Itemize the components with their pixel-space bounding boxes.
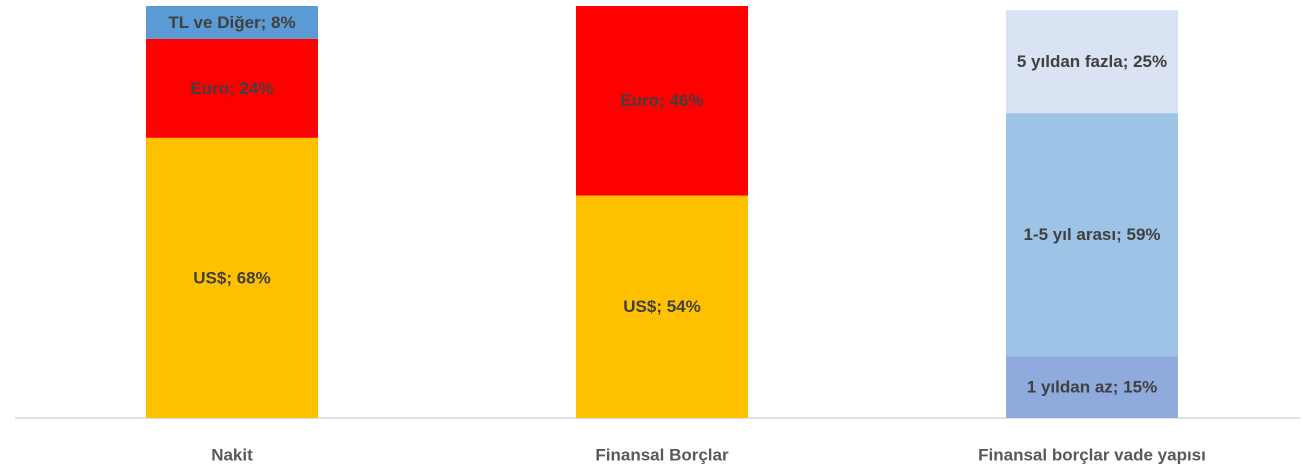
bar-segment: [146, 137, 318, 418]
bar-segment: [1006, 356, 1178, 418]
x-tick-label: Finansal Borçlar: [595, 445, 729, 464]
data-label: US$; 54%: [623, 297, 700, 316]
bar-segment: [146, 6, 318, 39]
bar-segment: [146, 38, 318, 138]
bar-segment: [576, 6, 748, 196]
data-label: 1 yıldan az; 15%: [1027, 378, 1157, 397]
x-tick-label: Nakit: [211, 445, 253, 464]
bar-segment: [1006, 10, 1178, 114]
data-label: TL ve Diğer; 8%: [168, 13, 295, 32]
data-label: 1-5 yıl arası; 59%: [1023, 225, 1160, 244]
bar-segment: [1006, 113, 1178, 357]
bar-segment: [576, 195, 748, 418]
data-label: 5 yıldan fazla; 25%: [1017, 52, 1167, 71]
data-label: US$; 68%: [193, 268, 270, 287]
data-label: Euro; 46%: [620, 91, 703, 110]
data-label: Euro; 24%: [190, 79, 273, 98]
x-tick-label: Finansal borçlar vade yapısı: [978, 445, 1206, 464]
